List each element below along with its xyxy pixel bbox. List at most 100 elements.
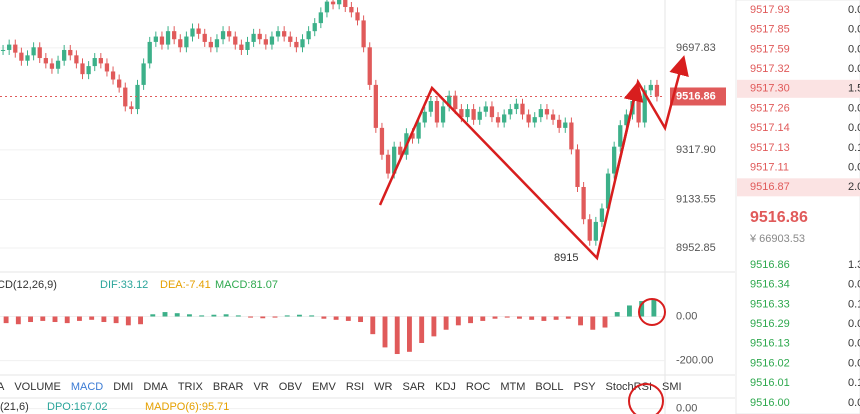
indicator-tab[interactable]: DMA [143,381,168,393]
candle [153,36,158,42]
macd-bar [492,316,498,319]
candle [251,33,256,42]
indicator-tab[interactable]: WR [374,381,392,393]
candle [43,58,48,64]
indicator-tab[interactable]: MACD [71,381,103,393]
macd-bar [284,315,290,317]
macd-bar [125,316,131,326]
candle [544,109,550,115]
macd-bar [358,316,363,323]
candle [214,39,220,48]
candle [74,55,79,64]
candle [508,109,513,115]
current-price-box [670,87,726,106]
candle [208,41,213,48]
indicator-tab[interactable]: VOLUME [14,381,60,393]
indicator-tab[interactable]: StochRSI [606,381,652,393]
candle [80,63,85,75]
macd-bar [223,314,229,317]
macd-bar [248,316,253,318]
ask-qty: 0.0 [848,24,860,36]
candle [465,109,470,118]
indicator-tab[interactable]: EMV [312,381,337,393]
ask-price: 9517.59 [750,43,790,55]
macd-value: MACD:81.07 [215,279,278,291]
indicator-tab[interactable]: VR [253,381,268,393]
indicator-tab[interactable]: PSY [574,381,597,393]
candle [398,146,403,155]
macd-bar [211,314,217,317]
macd-bar [370,316,376,335]
candle [447,95,452,107]
indicator-tab[interactable]: SMI [662,381,682,393]
indicator-tab[interactable]: SAR [402,381,425,393]
bid-qty: 0.1 [848,377,860,389]
indicator-tab[interactable]: A [0,381,5,393]
candle [654,84,660,97]
ask-price: 9517.14 [750,122,790,134]
macd-bar [15,316,21,325]
macd-bar [89,316,95,320]
indicator-tab[interactable]: OBV [279,381,303,393]
candle [159,36,165,45]
candle [477,111,482,120]
macd-bar [504,316,510,318]
candle [526,114,531,123]
candle [416,122,421,139]
ask-highlight [737,178,860,197]
macd-bar [455,316,461,326]
candle [343,0,348,7]
macd-bar [150,314,156,317]
candle [489,106,495,118]
candle [202,33,207,42]
candle [422,111,427,123]
candle [569,122,574,150]
macd-bar [468,316,473,324]
candle [233,36,238,45]
candle [239,44,244,50]
candle [25,55,30,61]
indicator-tab[interactable]: BOLL [535,381,563,393]
macd-bar [187,314,192,317]
candle [306,31,311,40]
indicator-tab[interactable]: MTM [500,381,525,393]
macd-bar [333,316,339,320]
macd-bar [64,316,70,324]
indicator-tab[interactable]: DMI [113,381,133,393]
indicator-tab[interactable]: ROC [466,381,491,393]
candle [428,101,433,112]
bid-price: 9516.34 [750,279,790,291]
candle [453,95,458,110]
indicator-tab[interactable]: KDJ [435,381,456,393]
ask-qty: 1.5 [848,83,860,95]
candle [440,106,446,123]
bid-price: 9516.33 [750,298,790,310]
indicator-tab[interactable]: BRAR [213,381,244,393]
candle [19,52,24,61]
bid-price: 9516.86 [750,259,790,271]
indicator-tab[interactable]: RSI [346,381,364,393]
candle [379,127,385,155]
candle [13,44,18,53]
candle [227,31,232,37]
current-price-label: 9516.86 [676,90,716,102]
candle [37,47,42,59]
ask-price: 9517.32 [750,63,790,75]
candle [55,60,61,69]
candle [7,44,12,50]
candle [471,109,476,120]
y-tick-label: 9317.90 [676,144,716,156]
y-tick-label: 9697.83 [676,42,716,54]
candle [459,109,464,118]
macd-bar [553,316,559,320]
candle [269,36,275,45]
candle [550,114,556,120]
y-tick-label: 9133.55 [676,193,716,205]
candle [178,39,183,48]
ask-qty: 0.0 [848,122,860,134]
indicator-tab[interactable]: TRIX [178,381,204,393]
candle [349,6,354,13]
candle [141,63,146,85]
macd-bar [590,316,596,330]
macd-bar [614,312,620,317]
